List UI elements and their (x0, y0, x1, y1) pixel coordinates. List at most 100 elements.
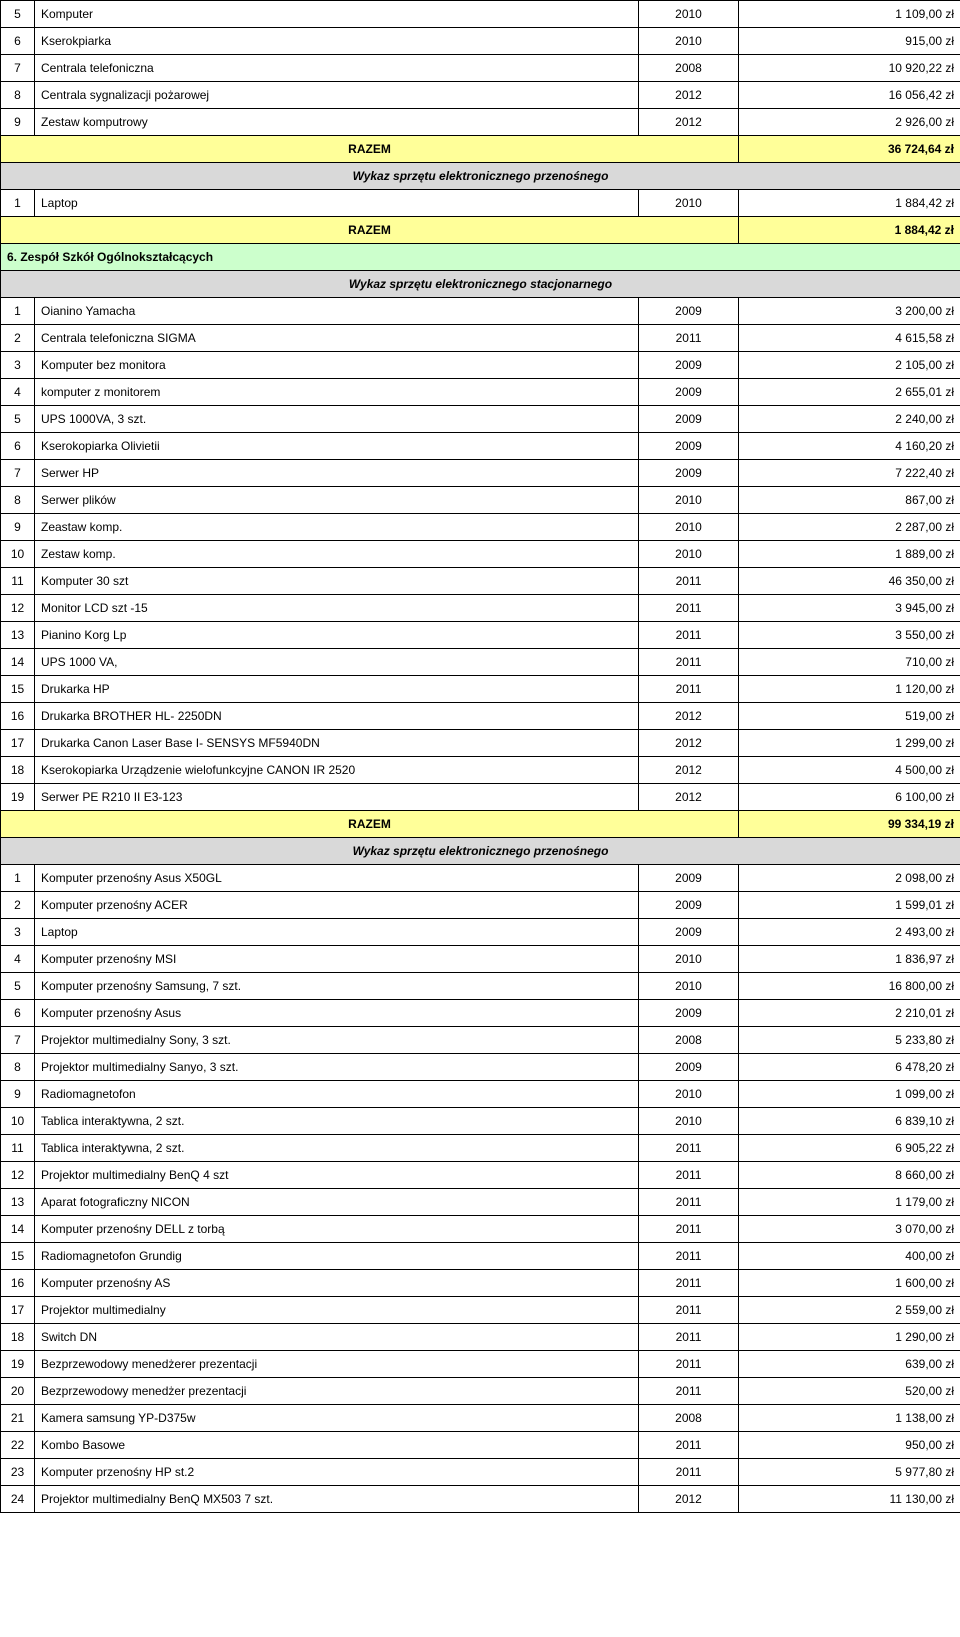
section-header: Wykaz sprzętu elektronicznego przenośneg… (1, 163, 960, 190)
item-value: 2 098,00 zł (739, 865, 960, 892)
item-value: 2 559,00 zł (739, 1297, 960, 1324)
item-name: Zestaw komp. (35, 541, 639, 568)
table-row: 22Kombo Basowe2011950,00 zł (1, 1432, 960, 1459)
item-value: 915,00 zł (739, 28, 960, 55)
table-row: 7Centrala telefoniczna200810 920,22 zł (1, 55, 960, 82)
item-name: Aparat fotograficzny NICON (35, 1189, 639, 1216)
item-year: 2009 (639, 298, 739, 325)
row-number: 22 (1, 1432, 35, 1459)
item-year: 2009 (639, 460, 739, 487)
item-year: 2011 (639, 1216, 739, 1243)
item-year: 2010 (639, 514, 739, 541)
total-value: 99 334,19 zł (739, 811, 960, 838)
table-row: 23Komputer przenośny HP st.220115 977,80… (1, 1459, 960, 1486)
row-number: 17 (1, 1297, 35, 1324)
item-value: 1 299,00 zł (739, 730, 960, 757)
item-value: 2 105,00 zł (739, 352, 960, 379)
table-row: 6Komputer przenośny Asus20092 210,01 zł (1, 1000, 960, 1027)
row-number: 7 (1, 1027, 35, 1054)
row-number: 18 (1, 757, 35, 784)
table-row: 4komputer z monitorem20092 655,01 zł (1, 379, 960, 406)
item-name: Laptop (35, 190, 639, 217)
total-row: RAZEM36 724,64 zł (1, 136, 960, 163)
item-year: 2011 (639, 1135, 739, 1162)
item-value: 7 222,40 zł (739, 460, 960, 487)
row-number: 2 (1, 892, 35, 919)
item-year: 2009 (639, 352, 739, 379)
item-value: 16 800,00 zł (739, 973, 960, 1000)
total-label: RAZEM (1, 217, 739, 244)
table-row: 15Radiomagnetofon Grundig2011400,00 zł (1, 1243, 960, 1270)
row-number: 13 (1, 1189, 35, 1216)
item-value: 1 109,00 zł (739, 1, 960, 28)
item-name: Projektor multimedialny BenQ MX503 7 szt… (35, 1486, 639, 1513)
table-row: 10Zestaw komp.20101 889,00 zł (1, 541, 960, 568)
item-name: Komputer przenośny DELL z torbą (35, 1216, 639, 1243)
item-year: 2009 (639, 865, 739, 892)
item-year: 2012 (639, 109, 739, 136)
item-name: Bezprzewodowy menedżerer prezentacji (35, 1351, 639, 1378)
inventory-table: 5Komputer20101 109,00 zł6Kserokpiarka201… (0, 0, 960, 1513)
table-row: 16Drukarka BROTHER HL- 2250DN2012519,00 … (1, 703, 960, 730)
item-name: Centrala sygnalizacji pożarowej (35, 82, 639, 109)
item-year: 2011 (639, 325, 739, 352)
item-year: 2010 (639, 190, 739, 217)
item-value: 1 120,00 zł (739, 676, 960, 703)
item-name: Komputer przenośny Asus (35, 1000, 639, 1027)
row-number: 12 (1, 1162, 35, 1189)
item-name: UPS 1000VA, 3 szt. (35, 406, 639, 433)
item-year: 2012 (639, 757, 739, 784)
item-name: Komputer (35, 1, 639, 28)
row-number: 6 (1, 433, 35, 460)
item-value: 4 500,00 zł (739, 757, 960, 784)
table-row: 20Bezprzewodowy menedżer prezentacji2011… (1, 1378, 960, 1405)
item-value: 710,00 zł (739, 649, 960, 676)
item-name: Komputer przenośny MSI (35, 946, 639, 973)
item-year: 2011 (639, 1297, 739, 1324)
item-value: 639,00 zł (739, 1351, 960, 1378)
table-row: 5UPS 1000VA, 3 szt.20092 240,00 zł (1, 406, 960, 433)
row-number: 17 (1, 730, 35, 757)
item-name: komputer z monitorem (35, 379, 639, 406)
table-row: 8Projektor multimedialny Sanyo, 3 szt.20… (1, 1054, 960, 1081)
section-header: Wykaz sprzętu elektronicznego przenośneg… (1, 838, 960, 865)
row-number: 10 (1, 1108, 35, 1135)
table-row: 8Centrala sygnalizacji pożarowej201216 0… (1, 82, 960, 109)
row-number: 8 (1, 82, 35, 109)
item-year: 2011 (639, 1162, 739, 1189)
table-row: 9Zeastaw komp.20102 287,00 zł (1, 514, 960, 541)
item-year: 2010 (639, 541, 739, 568)
item-name: Centrala telefoniczna (35, 55, 639, 82)
row-number: 4 (1, 379, 35, 406)
row-number: 11 (1, 568, 35, 595)
item-value: 6 905,22 zł (739, 1135, 960, 1162)
item-year: 2009 (639, 1000, 739, 1027)
item-name: Kombo Basowe (35, 1432, 639, 1459)
row-number: 18 (1, 1324, 35, 1351)
item-name: Kamera samsung YP-D375w (35, 1405, 639, 1432)
row-number: 9 (1, 1081, 35, 1108)
table-row: 19Bezprzewodowy menedżerer prezentacji20… (1, 1351, 960, 1378)
section-header-row: Wykaz sprzętu elektronicznego przenośneg… (1, 838, 960, 865)
item-year: 2009 (639, 1054, 739, 1081)
item-name: Switch DN (35, 1324, 639, 1351)
row-number: 6 (1, 28, 35, 55)
table-row: 1Oianino Yamacha20093 200,00 zł (1, 298, 960, 325)
table-row: 18Kserokopiarka Urządzenie wielofunkcyjn… (1, 757, 960, 784)
item-name: Projektor multimedialny Sanyo, 3 szt. (35, 1054, 639, 1081)
row-number: 11 (1, 1135, 35, 1162)
table-row: 7Serwer HP20097 222,40 zł (1, 460, 960, 487)
item-value: 1 290,00 zł (739, 1324, 960, 1351)
item-value: 400,00 zł (739, 1243, 960, 1270)
table-row: 1Laptop20101 884,42 zł (1, 190, 960, 217)
item-value: 2 655,01 zł (739, 379, 960, 406)
row-number: 14 (1, 649, 35, 676)
item-value: 1 889,00 zł (739, 541, 960, 568)
row-number: 16 (1, 703, 35, 730)
table-row: 12Projektor multimedialny BenQ 4 szt2011… (1, 1162, 960, 1189)
row-number: 9 (1, 514, 35, 541)
item-year: 2011 (639, 1189, 739, 1216)
item-name: Projektor multimedialny Sony, 3 szt. (35, 1027, 639, 1054)
item-year: 2010 (639, 28, 739, 55)
item-name: Kserokopiarka Olivietii (35, 433, 639, 460)
